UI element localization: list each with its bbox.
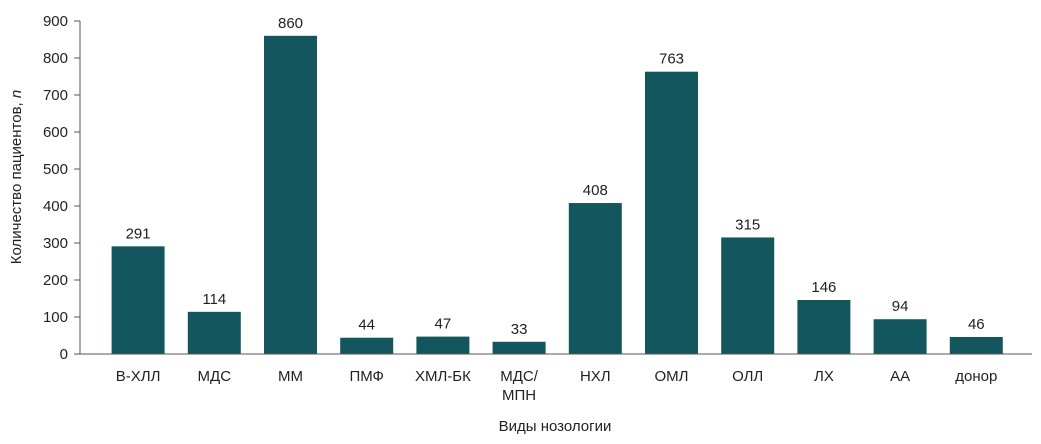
x-tick-label: В-ХЛЛ xyxy=(116,368,161,385)
bar xyxy=(797,299,851,354)
x-axis-title: Виды нозологии xyxy=(499,418,612,435)
y-axis-title-main: Количество пациентов, xyxy=(8,98,25,264)
bar xyxy=(873,319,927,354)
data-label: 114 xyxy=(202,291,226,308)
data-label: 860 xyxy=(278,15,303,32)
bar xyxy=(492,341,546,354)
data-label: 44 xyxy=(358,317,375,334)
bar xyxy=(111,246,165,354)
y-tick-label: 400 xyxy=(43,198,68,215)
x-tick-label: НХЛ xyxy=(580,368,611,385)
data-label: 763 xyxy=(659,51,684,68)
x-tick-label: ОМЛ xyxy=(654,368,688,385)
data-label: 291 xyxy=(126,225,151,242)
data-label: 33 xyxy=(511,321,528,338)
bar xyxy=(645,71,698,354)
data-label: 46 xyxy=(968,316,985,333)
y-tick-label: 700 xyxy=(43,87,68,104)
bars xyxy=(111,35,1003,355)
y-tick-label: 600 xyxy=(43,124,68,141)
data-label: 315 xyxy=(735,216,760,233)
y-tick-label: 200 xyxy=(43,272,68,289)
x-tick-label: АА xyxy=(890,368,910,385)
y-tick-label: 300 xyxy=(43,235,68,252)
x-tick-label: ХМЛ-БК xyxy=(415,368,471,385)
data-label: 408 xyxy=(583,182,608,199)
y-axis: 0 100 200 300 400 500 600 700 800 900 xyxy=(43,13,81,363)
bar xyxy=(568,203,622,354)
y-tick-label: 500 xyxy=(43,161,68,178)
x-axis: В-ХЛЛ МДС ММ ПМФ ХМЛ-БК МДС/МПН НХЛ ОМЛ ОЛЛ ЛХ АА д… xyxy=(80,353,1032,404)
data-label: 146 xyxy=(811,279,836,296)
y-tick-label: 800 xyxy=(43,50,68,67)
bar xyxy=(949,336,1003,354)
bar xyxy=(264,35,317,355)
y-tick-label: 0 xyxy=(60,346,68,363)
y-axis-title-unit: n xyxy=(8,90,25,98)
bar xyxy=(187,311,241,354)
x-tick-label: МДС xyxy=(198,368,232,385)
data-label: 94 xyxy=(892,298,909,315)
y-tick-label: 100 xyxy=(43,309,68,326)
x-tick-label: ЛХ xyxy=(814,368,834,385)
data-label: 47 xyxy=(435,316,452,333)
bar xyxy=(416,336,470,354)
bar xyxy=(340,337,394,354)
data-labels: 291 114 860 44 47 33 408 763 315 146 94 46 xyxy=(126,15,985,338)
y-tick-label: 900 xyxy=(43,13,68,30)
bar xyxy=(721,237,775,354)
x-tick-label: ПМФ xyxy=(349,368,384,385)
x-tick-label: донор xyxy=(955,368,997,385)
x-tick-label: ОЛЛ xyxy=(732,368,763,385)
y-axis-title: Количество пациентов, n xyxy=(8,90,25,264)
x-tick-label: МДС/МПН xyxy=(500,368,538,404)
x-tick-label: ММ xyxy=(278,368,303,385)
